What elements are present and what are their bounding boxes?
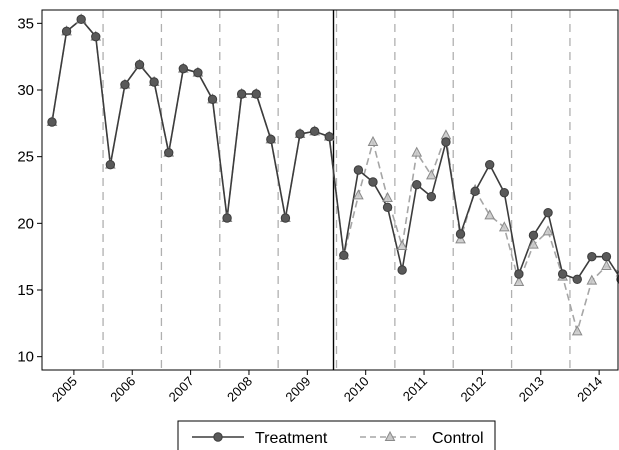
data-point-treatment (105, 159, 116, 170)
data-point-control (367, 135, 379, 146)
data-point-treatment (485, 159, 495, 170)
data-point-treatment (514, 269, 524, 279)
plot-frame (41, 9, 619, 371)
data-point-control (498, 221, 510, 232)
x-tick-label: 2007 (166, 374, 197, 405)
x-tick-label: 2014 (574, 374, 605, 405)
data-point-treatment (193, 67, 203, 78)
data-point-control (484, 209, 496, 220)
data-point-treatment (207, 94, 218, 105)
data-point-treatment (178, 63, 189, 74)
series-line-treatment (51, 18, 619, 281)
data-point-treatment (222, 213, 232, 223)
legend-treatment-label: Treatment (255, 430, 328, 447)
x-tick-label: 2012 (457, 374, 488, 405)
data-point-treatment (382, 202, 393, 213)
data-point-control (571, 325, 583, 336)
legend-control-marker (384, 430, 396, 441)
legend: Treatment Control (177, 420, 496, 450)
data-point-treatment (61, 26, 72, 37)
x-tick-label: 2005 (49, 374, 80, 405)
x-tick-label: 2013 (516, 374, 547, 405)
y-tick-label: 20 (17, 215, 34, 232)
data-point-control (601, 259, 612, 270)
data-point-treatment (120, 79, 130, 90)
data-point-control (542, 225, 554, 236)
year-divider-lines (102, 10, 571, 370)
data-point-treatment (266, 134, 276, 145)
data-point-treatment (134, 59, 145, 70)
data-point-control (382, 191, 393, 202)
data-point-treatment (309, 126, 320, 137)
data-point-treatment (397, 265, 407, 275)
series-layer (46, 13, 619, 336)
x-tick-label: 2006 (107, 374, 138, 405)
data-point-treatment (280, 213, 291, 223)
data-point-control (353, 189, 364, 200)
data-point-treatment (426, 191, 437, 202)
data-point-control (411, 146, 423, 157)
y-tick-label: 25 (17, 149, 34, 166)
legend-control-label: Control (432, 430, 484, 447)
x-tick-label: 2010 (341, 374, 372, 405)
x-tick-label: 2009 (282, 374, 313, 405)
data-point-treatment (353, 165, 364, 175)
y-tick-label: 10 (17, 349, 34, 366)
data-point-treatment (251, 89, 261, 99)
y-axis: 10 15 20 25 30 35 (17, 15, 42, 366)
data-point-treatment (149, 77, 159, 87)
data-point-control (426, 169, 437, 180)
data-point-treatment (295, 129, 305, 139)
data-point-treatment (543, 207, 553, 218)
data-point-treatment (76, 14, 86, 25)
data-point-treatment (368, 177, 378, 187)
data-point-treatment (499, 187, 509, 198)
x-axis: 2005 2006 2007 2008 2009 2010 2011 2012 2013 2014 (49, 370, 605, 405)
data-point-treatment (441, 137, 451, 147)
data-point-treatment (557, 269, 568, 279)
data-point-treatment (324, 131, 334, 142)
data-point-treatment (236, 89, 247, 99)
legend-treatment-marker (213, 432, 223, 442)
data-point-control (396, 239, 408, 250)
data-point-treatment (587, 251, 597, 262)
data-point-treatment (47, 117, 57, 127)
data-point-control (513, 275, 525, 286)
data-point-control (586, 274, 598, 285)
data-point-treatment (455, 229, 466, 239)
x-tick-label: 2008 (224, 374, 255, 405)
y-tick-label: 35 (17, 15, 34, 32)
data-point-treatment (164, 147, 174, 158)
x-tick-label: 2011 (400, 374, 430, 404)
data-point-treatment (339, 250, 349, 261)
data-point-treatment (528, 230, 539, 241)
data-point-treatment (601, 251, 612, 262)
data-point-treatment (470, 186, 480, 197)
y-tick-label: 15 (17, 282, 34, 299)
data-point-control (528, 238, 539, 249)
y-tick-label: 30 (17, 82, 34, 99)
data-point-treatment (91, 31, 101, 42)
data-point-treatment (412, 179, 422, 190)
data-point-treatment (572, 274, 582, 285)
legend-box (177, 420, 496, 450)
